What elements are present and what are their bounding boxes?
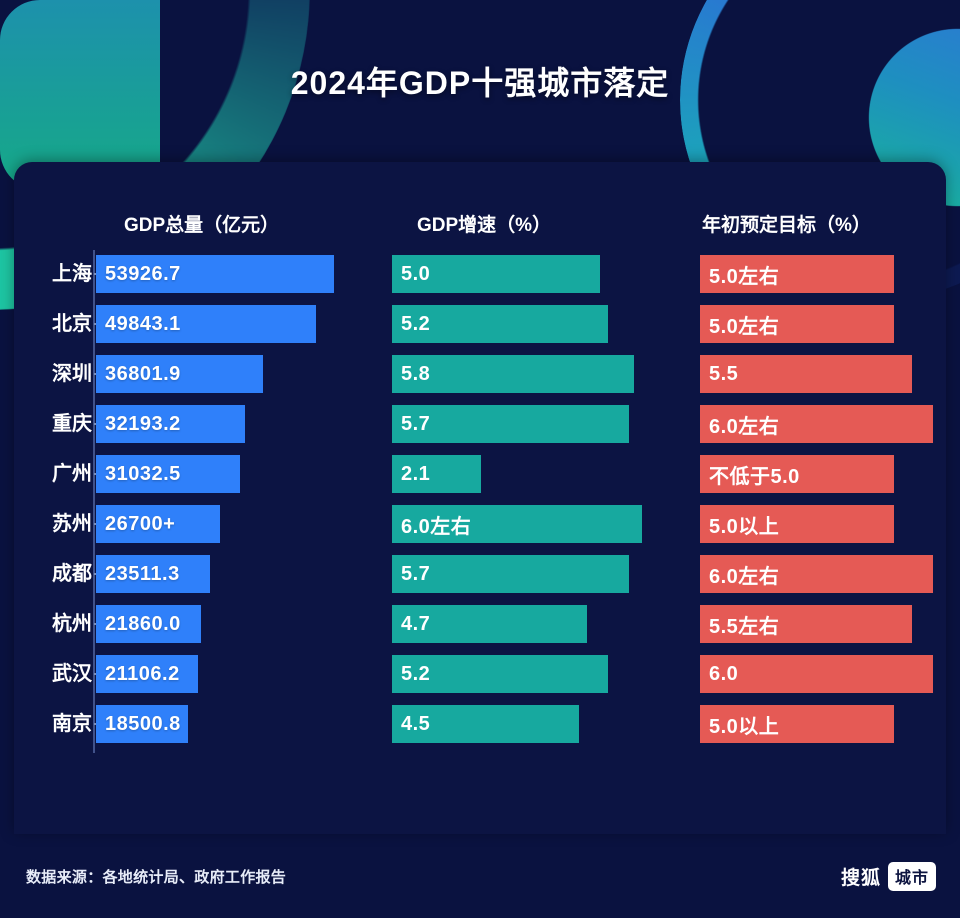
bar-gdp-total: 32193.2 bbox=[96, 405, 245, 443]
brand-name: 搜狐 bbox=[840, 868, 881, 889]
column-header-target: 年初预定目标（%） bbox=[702, 215, 871, 236]
bar-label-gdp-growth: 5.8 bbox=[401, 362, 431, 385]
bar-gdp-total: 49843.1 bbox=[96, 305, 316, 343]
chart-panel: GDP总量（亿元） GDP增速（%） 年初预定目标（%） 上海 53926.7 5.… bbox=[14, 162, 946, 834]
brand-tag: 城市 bbox=[887, 862, 936, 891]
category-axis-line bbox=[93, 250, 95, 753]
table-row: 上海 53926.7 5.0 5.0左右 bbox=[14, 250, 946, 300]
bar-label-gdp-total: 36801.9 bbox=[105, 362, 181, 385]
city-label: 上海 bbox=[52, 263, 92, 285]
bar-label-gdp-growth: 5.2 bbox=[401, 662, 431, 685]
bar-label-gdp-total: 23511.3 bbox=[105, 562, 180, 585]
bar-label-target: 6.0 bbox=[709, 662, 739, 685]
bar-label-gdp-total: 21106.2 bbox=[105, 662, 180, 685]
bar-target: 5.0以上 bbox=[700, 505, 894, 543]
bar-label-target: 5.5左右 bbox=[709, 615, 780, 638]
bar-target: 6.0左右 bbox=[700, 405, 933, 443]
bar-label-gdp-growth: 5.7 bbox=[401, 412, 431, 435]
table-row: 武汉 21106.2 5.2 6.0 bbox=[14, 650, 946, 700]
bar-target: 5.5左右 bbox=[700, 605, 912, 643]
bar-label-gdp-growth: 5.0 bbox=[401, 262, 431, 285]
city-label: 深圳 bbox=[52, 363, 92, 385]
bar-label-target: 6.0左右 bbox=[709, 415, 780, 438]
bar-target: 不低于5.0 bbox=[700, 455, 894, 493]
data-source-note: 数据来源：各地统计局、政府工作报告 bbox=[26, 869, 287, 886]
bar-gdp-total: 18500.8 bbox=[96, 705, 188, 743]
bar-label-gdp-total: 49843.1 bbox=[105, 312, 181, 335]
bar-gdp-total: 26700+ bbox=[96, 505, 220, 543]
bar-target: 6.0 bbox=[700, 655, 933, 693]
header: 2024年GDP十强城市落定 bbox=[0, 0, 960, 163]
bar-target: 5.0以上 bbox=[700, 705, 894, 743]
bar-gdp-growth: 5.0 bbox=[392, 255, 600, 293]
city-label: 武汉 bbox=[52, 663, 92, 685]
bar-target: 5.0左右 bbox=[700, 305, 894, 343]
bar-gdp-total: 21860.0 bbox=[96, 605, 201, 643]
city-label: 成都 bbox=[52, 563, 92, 585]
bar-label-gdp-growth: 4.5 bbox=[401, 712, 431, 735]
table-row: 北京 49843.1 5.2 5.0左右 bbox=[14, 300, 946, 350]
bar-gdp-growth: 5.8 bbox=[392, 355, 634, 393]
table-row: 南京 18500.8 4.5 5.0以上 bbox=[14, 700, 946, 750]
bar-label-gdp-growth: 5.7 bbox=[401, 562, 431, 585]
bar-gdp-total: 21106.2 bbox=[96, 655, 198, 693]
bar-label-gdp-total: 53926.7 bbox=[105, 262, 181, 285]
bar-label-gdp-total: 32193.2 bbox=[105, 412, 181, 435]
bar-label-gdp-total: 18500.8 bbox=[105, 712, 181, 735]
bar-gdp-growth: 2.1 bbox=[392, 455, 481, 493]
bar-label-gdp-total: 21860.0 bbox=[105, 612, 181, 635]
bar-gdp-growth: 6.0左右 bbox=[392, 505, 642, 543]
bar-gdp-total: 53926.7 bbox=[96, 255, 334, 293]
page-title: 2024年GDP十强城市落定 bbox=[290, 65, 670, 101]
bar-label-gdp-growth: 5.2 bbox=[401, 312, 431, 335]
column-header-gdp-growth: GDP增速（%） bbox=[417, 215, 552, 236]
bar-gdp-growth: 4.7 bbox=[392, 605, 587, 643]
city-label: 重庆 bbox=[52, 413, 92, 435]
bar-target: 5.5 bbox=[700, 355, 912, 393]
city-label: 北京 bbox=[52, 313, 92, 335]
brand-logo: 搜狐 城市 bbox=[841, 862, 936, 891]
bar-label-gdp-total: 26700+ bbox=[105, 512, 176, 535]
bar-label-target: 5.0以上 bbox=[709, 715, 780, 738]
table-row: 杭州 21860.0 4.7 5.5左右 bbox=[14, 600, 946, 650]
table-row: 深圳 36801.9 5.8 5.5 bbox=[14, 350, 946, 400]
bar-gdp-growth: 5.2 bbox=[392, 305, 608, 343]
bar-gdp-growth: 5.7 bbox=[392, 405, 629, 443]
city-label: 南京 bbox=[52, 713, 92, 735]
column-header-gdp-total: GDP总量（亿元） bbox=[124, 215, 280, 236]
bar-gdp-total: 23511.3 bbox=[96, 555, 210, 593]
city-label: 杭州 bbox=[52, 613, 92, 635]
bar-gdp-total: 31032.5 bbox=[96, 455, 240, 493]
table-row: 成都 23511.3 5.7 6.0左右 bbox=[14, 550, 946, 600]
bar-label-target: 5.0左右 bbox=[709, 315, 780, 338]
bar-gdp-growth: 5.7 bbox=[392, 555, 629, 593]
bar-label-gdp-total: 31032.5 bbox=[105, 462, 181, 485]
bar-label-target: 5.5 bbox=[709, 362, 739, 385]
table-row: 广州 31032.5 2.1 不低于5.0 bbox=[14, 450, 946, 500]
chart-panel-inner: GDP总量（亿元） GDP增速（%） 年初预定目标（%） 上海 53926.7 5.… bbox=[14, 162, 946, 834]
bar-gdp-growth: 5.2 bbox=[392, 655, 608, 693]
bar-target: 5.0左右 bbox=[700, 255, 894, 293]
table-row: 重庆 32193.2 5.7 6.0左右 bbox=[14, 400, 946, 450]
bar-gdp-growth: 4.5 bbox=[392, 705, 579, 743]
bar-label-target: 5.0以上 bbox=[709, 515, 780, 538]
city-label: 苏州 bbox=[52, 513, 92, 535]
bar-label-gdp-growth: 4.7 bbox=[401, 612, 431, 635]
bar-gdp-total: 36801.9 bbox=[96, 355, 263, 393]
bar-label-target: 6.0左右 bbox=[709, 565, 780, 588]
bar-label-gdp-growth: 6.0左右 bbox=[401, 515, 472, 538]
city-label: 广州 bbox=[52, 463, 92, 485]
bar-label-target: 不低于5.0 bbox=[709, 465, 800, 488]
footer: 数据来源：各地统计局、政府工作报告 搜狐 城市 bbox=[0, 834, 960, 918]
table-row: 苏州 26700+ 6.0左右 5.0以上 bbox=[14, 500, 946, 550]
bar-label-target: 5.0左右 bbox=[709, 265, 780, 288]
bar-target: 6.0左右 bbox=[700, 555, 933, 593]
bar-label-gdp-growth: 2.1 bbox=[401, 462, 431, 485]
